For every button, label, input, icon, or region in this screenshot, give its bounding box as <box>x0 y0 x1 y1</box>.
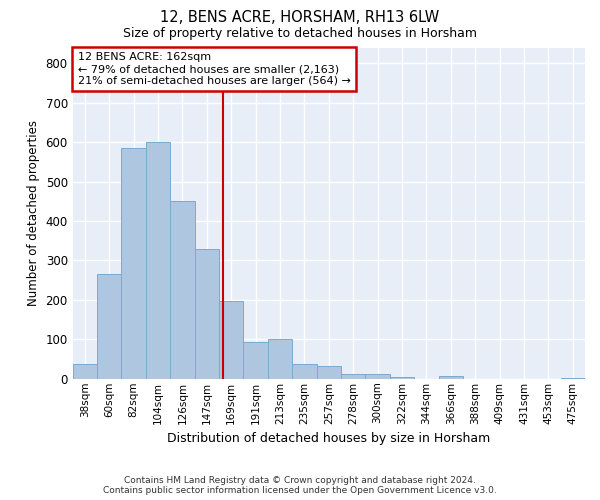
Bar <box>146 142 170 379</box>
Bar <box>170 202 194 379</box>
Bar <box>292 364 317 379</box>
Bar <box>390 377 414 379</box>
Bar <box>341 374 365 379</box>
Text: 12 BENS ACRE: 162sqm
← 79% of detached houses are smaller (2,163)
21% of semi-de: 12 BENS ACRE: 162sqm ← 79% of detached h… <box>78 52 350 86</box>
Bar <box>560 378 585 379</box>
Text: Size of property relative to detached houses in Horsham: Size of property relative to detached ho… <box>123 28 477 40</box>
Bar <box>244 342 268 379</box>
Text: Contains HM Land Registry data © Crown copyright and database right 2024.
Contai: Contains HM Land Registry data © Crown c… <box>103 476 497 495</box>
Bar <box>121 148 146 379</box>
X-axis label: Distribution of detached houses by size in Horsham: Distribution of detached houses by size … <box>167 432 490 445</box>
Bar <box>97 274 121 379</box>
Bar <box>317 366 341 379</box>
Bar <box>219 302 244 379</box>
Bar <box>365 374 390 379</box>
Bar <box>268 339 292 379</box>
Bar <box>73 364 97 379</box>
Y-axis label: Number of detached properties: Number of detached properties <box>27 120 40 306</box>
Bar <box>439 376 463 379</box>
Bar <box>194 250 219 379</box>
Text: 12, BENS ACRE, HORSHAM, RH13 6LW: 12, BENS ACRE, HORSHAM, RH13 6LW <box>160 10 440 25</box>
